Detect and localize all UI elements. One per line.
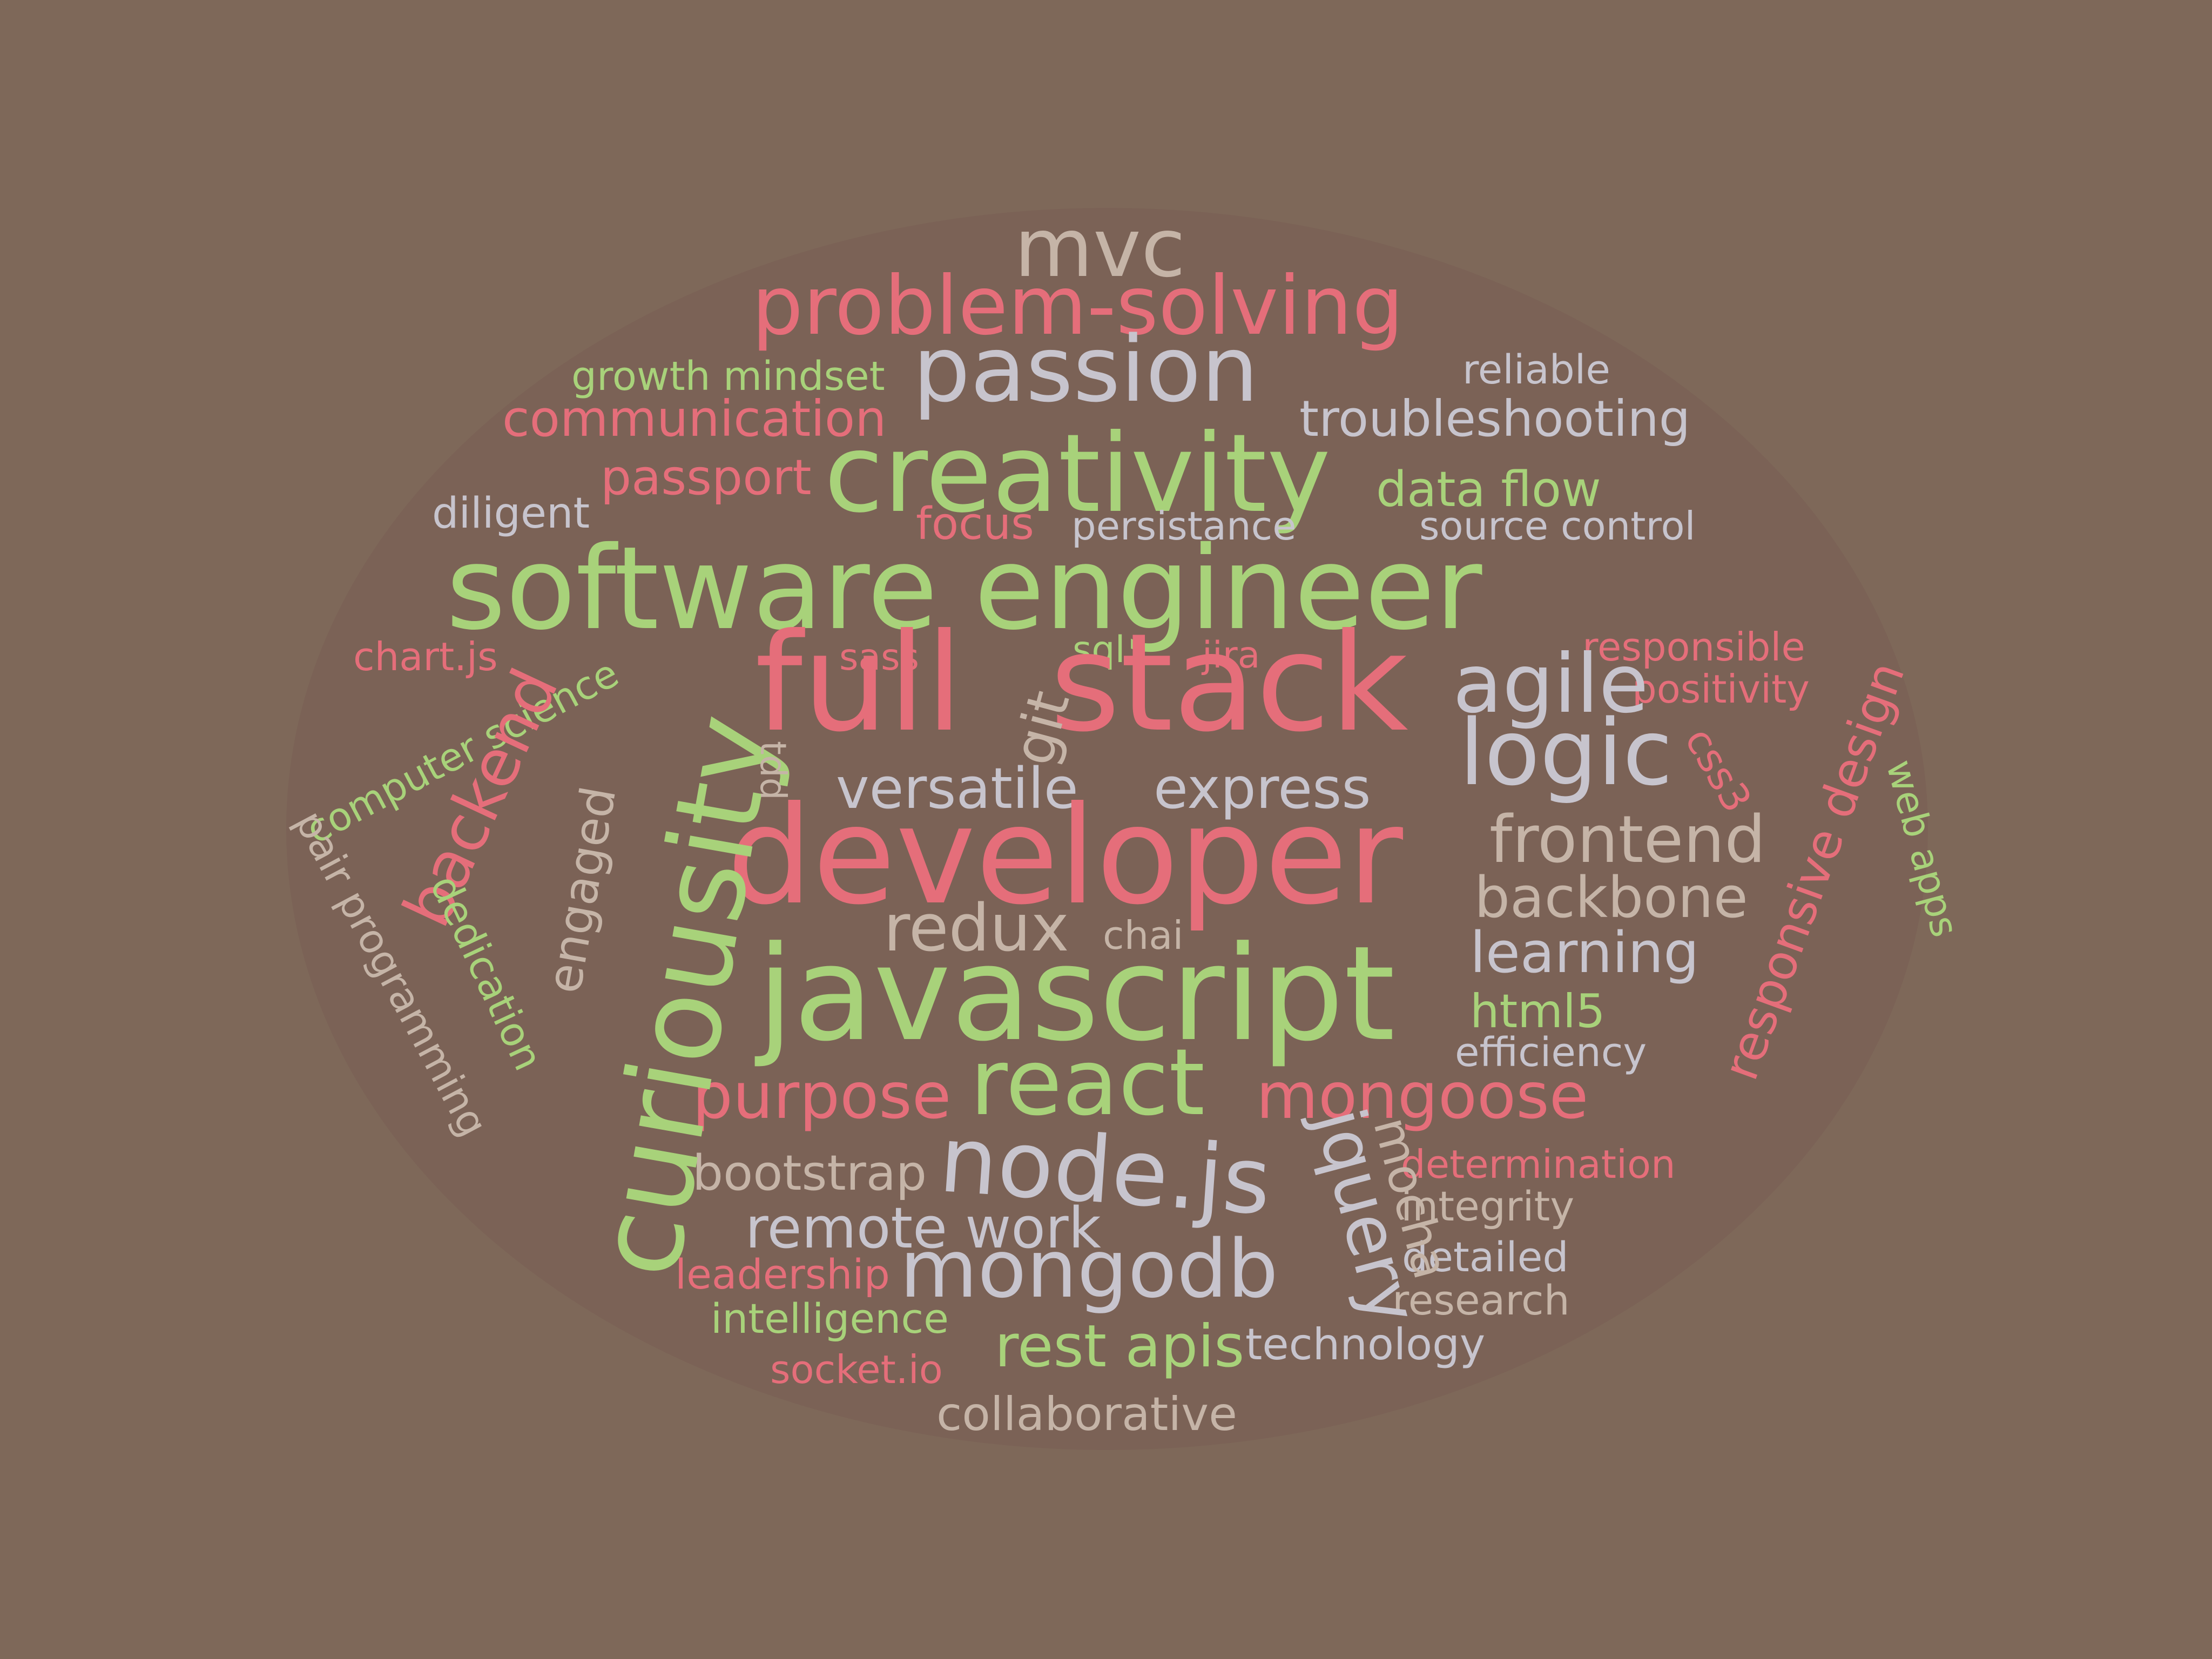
word-positivity: positivity xyxy=(1632,666,1810,712)
word-growth-mindset: growth mindset xyxy=(571,353,885,400)
word-sql: sql xyxy=(1073,629,1125,671)
word-reliable: reliable xyxy=(1462,347,1610,393)
word-diligent: diligent xyxy=(432,489,590,538)
word-html5: html5 xyxy=(1470,984,1606,1038)
word-versatile: versatile xyxy=(836,756,1078,821)
word-research: research xyxy=(1392,1276,1570,1324)
word-determination: determination xyxy=(1401,1142,1676,1187)
word-passport: passport xyxy=(601,449,812,506)
word-rest-apis: rest apis xyxy=(995,1313,1245,1380)
word-mongodb: mongodb xyxy=(900,1223,1278,1316)
word-data-flow: data flow xyxy=(1376,461,1601,518)
word-tdd: tdd xyxy=(752,741,794,800)
word-software-engineer: software engineer xyxy=(446,522,1482,655)
word-bootstrap: bootstrap xyxy=(692,1145,927,1202)
word-express: express xyxy=(1154,756,1371,821)
word-agile: agile xyxy=(1453,637,1649,731)
word-passion: passion xyxy=(913,316,1259,422)
word-efficiency: efficiency xyxy=(1455,1029,1647,1076)
cloud-shape xyxy=(286,208,1928,1450)
word-mongoose: mongoose xyxy=(1256,1058,1589,1133)
word-stack: stack xyxy=(1050,604,1408,761)
word-sass: sass xyxy=(839,636,919,679)
word-redux: redux xyxy=(884,891,1069,966)
word-chai: chai xyxy=(1103,913,1184,958)
word-frontend: frontend xyxy=(1489,802,1766,878)
word-troubleshooting: troubleshooting xyxy=(1299,390,1691,448)
word-react: react xyxy=(970,1029,1205,1136)
word-persistance: persistance xyxy=(1071,503,1297,549)
word-detailed: detailed xyxy=(1402,1233,1569,1281)
word-remote-work: remote work xyxy=(745,1195,1101,1261)
word-source-control: source control xyxy=(1419,503,1696,549)
word-integrity: integrity xyxy=(1401,1182,1575,1230)
word-purpose: purpose xyxy=(692,1058,952,1133)
word-collaborative: collaborative xyxy=(936,1387,1238,1441)
word-full: full xyxy=(755,604,963,761)
word-javascript: javascript xyxy=(757,918,1395,1070)
word-learning: learning xyxy=(1470,920,1700,986)
word-backbone: backbone xyxy=(1474,865,1748,930)
word-focus: focus xyxy=(916,498,1034,550)
word-logic: logic xyxy=(1459,700,1673,806)
word-technology: technology xyxy=(1245,1319,1486,1370)
word-jira: jira xyxy=(1202,634,1260,677)
word-intelligence: intelligence xyxy=(711,1294,949,1343)
word-chart-js: chart.js xyxy=(353,634,498,679)
word-mvc: mvc xyxy=(1014,201,1186,295)
word-leadership: leadership xyxy=(675,1250,890,1298)
word-socket-io: socket.io xyxy=(770,1347,943,1392)
word-responsible: responsible xyxy=(1582,624,1805,670)
word-problem-solving: problem-solving xyxy=(752,259,1404,353)
word-creativity: creativity xyxy=(824,411,1331,537)
word-git: git xyxy=(1000,684,1083,772)
word-communication: communication xyxy=(502,390,887,448)
word-developer: developer xyxy=(727,777,1403,934)
